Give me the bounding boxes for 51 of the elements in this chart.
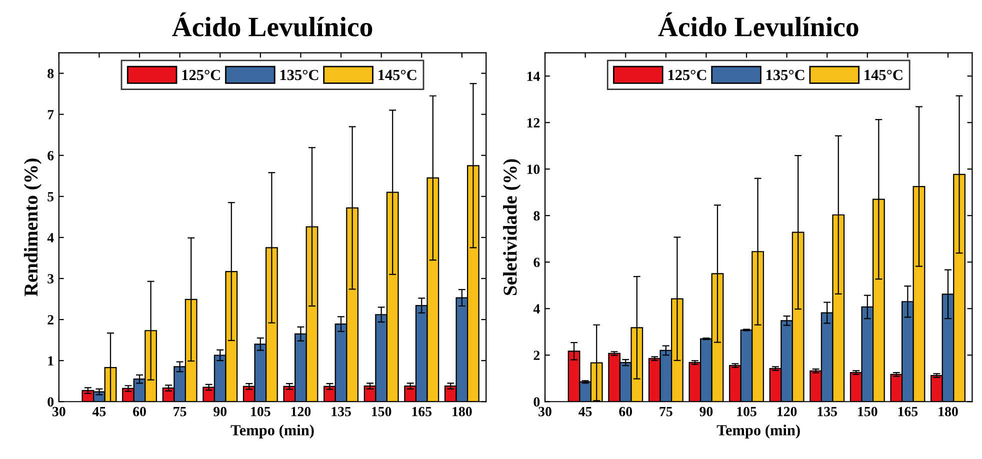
y-tick-label: 0 [48, 397, 54, 407]
x-tick-label: 120 [778, 406, 797, 416]
x-tick-label: 150 [372, 406, 392, 416]
y-axis-title: Seletividade (%) [503, 159, 521, 296]
x-axis-title: Tempo (min) [716, 424, 800, 438]
y-tick-label: 4 [533, 304, 540, 314]
x-tick-label: 150 [858, 406, 878, 416]
y-tick-label: 2 [48, 315, 54, 324]
x-tick-label: 30 [52, 406, 66, 416]
y-tick-label: 1 [48, 356, 54, 366]
y-tick-label: 6 [534, 258, 540, 268]
x-tick-label: 135 [332, 406, 351, 416]
chart-title: Ácido Levulínico [658, 12, 858, 36]
x-axis-title: Tempo (min) [230, 424, 314, 438]
x-tick-label: 45 [578, 406, 592, 416]
legend-label: 125°C [182, 70, 220, 80]
y-tick-label: 12 [527, 118, 540, 128]
chart-title: Ácido Levulínico [172, 12, 372, 36]
x-tick-label: 30 [538, 406, 552, 416]
y-tick-label: 2 [534, 350, 540, 360]
x-tick-label: 135 [818, 406, 838, 416]
y-axis-title: Rendimento (%) [24, 158, 42, 296]
x-tick-label: 105 [737, 406, 756, 416]
x-tick-label: 165 [412, 406, 432, 416]
y-tick-label: 7 [48, 110, 54, 120]
x-tick-label: 180 [938, 406, 958, 416]
y-tick-label: 3 [48, 274, 54, 284]
y-tick-label: 6 [48, 151, 54, 160]
x-tick-label: 180 [452, 406, 472, 416]
y-tick-label: 5 [48, 192, 54, 202]
y-tick-label: 10 [527, 164, 540, 174]
x-tick-label: 60 [133, 406, 146, 416]
legend-label: 145°C [378, 70, 416, 80]
x-tick-label: 105 [251, 406, 270, 416]
x-tick-label: 90 [214, 406, 227, 416]
legend-label: 135°C [766, 70, 804, 80]
x-tick-label: 90 [700, 406, 713, 416]
legend-label: 125°C [668, 70, 706, 80]
x-tick-label: 45 [92, 406, 106, 416]
legend-label: 135°C [280, 70, 318, 80]
y-tick-label: 8 [48, 68, 54, 78]
x-tick-label: 75 [174, 407, 186, 416]
x-tick-label: 120 [291, 406, 311, 416]
y-tick-label: 4 [47, 233, 54, 242]
x-tick-label: 165 [898, 406, 918, 416]
y-tick-label: 14 [527, 72, 540, 81]
y-tick-label: 8 [534, 211, 540, 221]
y-tick-label: 0 [534, 397, 540, 407]
legend-label: 145°C [864, 70, 902, 80]
x-tick-label: 75 [660, 407, 672, 416]
x-tick-label: 60 [619, 406, 632, 416]
